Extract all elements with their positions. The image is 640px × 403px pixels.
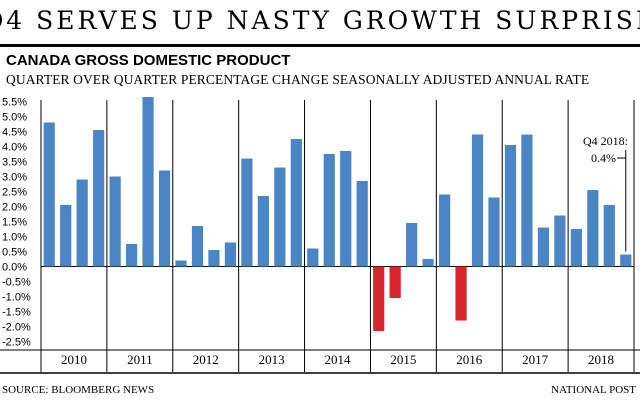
bar-2015-q1: [373, 266, 385, 331]
bar-2014-q2: [323, 154, 335, 267]
annotation-line1: Q4 2018:: [583, 134, 628, 148]
y-tick-label: -1.0%: [2, 292, 31, 304]
y-tick-label: 4.0%: [2, 142, 27, 154]
source-note: SOURCE: BLOOMBERG NEWS: [2, 384, 155, 396]
bar-2014-q1: [307, 248, 319, 267]
y-tick-label: -2.5%: [2, 337, 31, 349]
annotation-line2: 0.4%: [591, 151, 616, 165]
y-tick-label: 5.0%: [2, 112, 27, 124]
bar-2011-q3: [142, 97, 154, 267]
bar-2016-q2: [455, 266, 467, 321]
publisher-credit: NATIONAL POST: [551, 384, 636, 396]
bar-2010-q4: [93, 130, 105, 267]
y-tick-label: 4.5%: [2, 127, 27, 139]
bar-2010-q2: [60, 205, 72, 267]
y-tick-label: 3.0%: [2, 172, 27, 184]
bar-2015-q3: [406, 223, 418, 267]
bar-2015-q2: [389, 266, 401, 298]
year-label: 2015: [390, 352, 416, 367]
y-tick-label: 3.5%: [2, 157, 27, 169]
bar-2011-q2: [125, 244, 138, 267]
y-tick-label: 0.0%: [2, 262, 27, 274]
y-tick-label: 1.5%: [2, 217, 27, 229]
y-tick-label: 1.0%: [2, 232, 27, 244]
bar-2017-q3: [537, 227, 550, 267]
bar-2013-q4: [290, 139, 302, 267]
bar-2011-q1: [109, 176, 121, 267]
bar-2012-q2: [191, 226, 204, 267]
year-label: 2012: [193, 352, 219, 367]
year-label: 2018: [588, 352, 614, 367]
year-dividers: [0, 100, 640, 374]
bar-2012-q3: [208, 250, 220, 267]
header-rule: [0, 44, 640, 47]
bar-2016-q1: [438, 194, 451, 267]
headline-title: Q4 SERVES UP NASTY GROWTH SURPRISE: [0, 5, 640, 35]
year-label: 2016: [456, 352, 483, 367]
bar-2016-q3: [471, 134, 484, 267]
bar-2018-q2: [587, 190, 599, 267]
y-tick-label: -2.0%: [2, 322, 31, 334]
y-tick-label: 0.5%: [2, 247, 27, 259]
y-tick-label: 2.5%: [2, 187, 27, 199]
bar-2013-q3: [274, 167, 286, 267]
y-tick-label: 2.0%: [2, 202, 27, 214]
y-tick-label: -1.5%: [2, 307, 31, 319]
bar-2011-q4: [158, 170, 171, 267]
y-tick-label: 5.5%: [2, 97, 27, 109]
bar-2013-q2: [257, 196, 269, 267]
bars: [43, 97, 632, 331]
annotation-group: Q4 2018: 0.4%: [583, 134, 628, 252]
bar-2017-q4: [554, 215, 566, 267]
bar-2016-q4: [488, 197, 500, 267]
bar-2015-q4: [422, 259, 434, 267]
year-label: 2010: [61, 352, 87, 367]
y-axis-ticks: 5.5% 5.0% 4.5% 4.0% 3.5% 3.0% 2.5% 2.0% 1.5% 1.0%…: [2, 97, 31, 349]
y-tick-label: -0.5%: [2, 277, 31, 289]
year-label: 2011: [127, 352, 153, 367]
bar-2010-q3: [76, 179, 88, 267]
bar-2013-q1: [241, 158, 253, 267]
bar-2018-q3: [603, 205, 615, 267]
bar-2017-q2: [521, 134, 533, 267]
bar-2018-q4: [620, 254, 632, 267]
year-labels: 2010 2011 2012 2013 2014 2015 2016 2017 2018: [61, 352, 614, 367]
year-label: 2017: [522, 352, 549, 367]
year-label: 2013: [259, 352, 285, 367]
bar-2014-q3: [340, 151, 352, 267]
bar-2014-q4: [356, 181, 368, 267]
year-label: 2014: [325, 352, 352, 367]
chart-subtitle: CANADA GROSS DOMESTIC PRODUCT: [6, 52, 291, 69]
bar-2018-q1: [570, 229, 582, 267]
bar-2012-q1: [175, 260, 187, 267]
headline-banner: Q4 SERVES UP NASTY GROWTH SURPRISE: [0, 0, 640, 40]
chart-description: QUARTER OVER QUARTER PERCENTAGE CHANGE S…: [6, 72, 590, 87]
bar-2012-q4: [224, 242, 237, 267]
bar-2010-q1: [43, 122, 55, 267]
bar-2017-q1: [504, 145, 517, 267]
